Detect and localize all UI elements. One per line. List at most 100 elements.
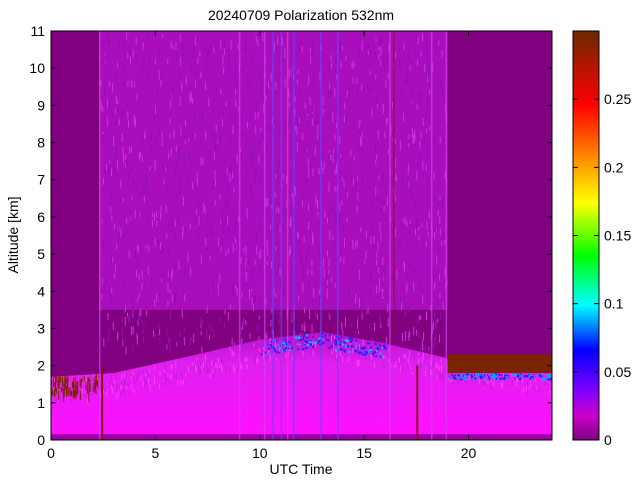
noise-speckle [395, 228, 397, 237]
noise-speckle [437, 298, 439, 306]
noise-speckle [402, 218, 404, 223]
noise-speckle [102, 278, 104, 284]
noise-speckle [116, 99, 118, 105]
noise-speckle [250, 301, 252, 306]
noise-speckle [358, 49, 360, 58]
bl-speckle [221, 370, 223, 374]
noise-speckle [294, 95, 296, 102]
bl-speckle [432, 357, 434, 364]
bl-top-spot [381, 355, 384, 358]
noise-speckle [301, 116, 303, 123]
cloud-base-spot [466, 373, 469, 376]
dust-speckle [52, 378, 54, 388]
bl-speckle [344, 342, 346, 348]
bl-top-spot [279, 347, 282, 350]
bl-speckle [331, 350, 333, 355]
bl-speckle [218, 364, 220, 368]
noise-speckle [438, 39, 440, 46]
bl-speckle [198, 364, 200, 369]
noise-speckle [192, 98, 194, 104]
noise-speckle [315, 195, 317, 205]
noise-speckle [323, 258, 325, 269]
noise-speckle [240, 257, 242, 264]
noise-speckle [311, 234, 313, 244]
bl-top-spot [305, 334, 309, 337]
noise-speckle [138, 312, 140, 321]
noise-speckle [143, 195, 145, 203]
noise-speckle [367, 169, 369, 179]
bl-top-spot [378, 344, 381, 347]
bl-top-spot [384, 347, 387, 350]
noise-speckle [391, 240, 393, 251]
dust-speckle [79, 378, 81, 387]
bl-top-spot [349, 345, 351, 348]
bl-speckle [340, 343, 342, 349]
noise-speckle [385, 57, 387, 68]
noise-speckle [204, 47, 206, 53]
bl-top-spot [278, 351, 280, 354]
noise-speckle [301, 189, 303, 199]
bl-speckle [283, 352, 285, 356]
noise-speckle [439, 334, 441, 343]
noise-speckle [227, 312, 229, 321]
dust-speckle [67, 387, 69, 397]
noise-speckle [434, 225, 436, 234]
noise-speckle [194, 36, 196, 46]
noise-speckle [327, 312, 329, 317]
cloud-base-spot [479, 377, 482, 380]
noise-speckle [439, 195, 441, 201]
noise-speckle [155, 211, 157, 218]
noise-speckle [334, 185, 336, 193]
noise-speckle [304, 144, 306, 154]
noise-speckle [206, 305, 208, 313]
bl-speckle [130, 376, 132, 381]
noise-speckle [131, 195, 133, 201]
noise-speckle [174, 263, 176, 270]
noise-speckle [371, 85, 373, 93]
noise-speckle [387, 303, 389, 313]
bl-speckle [358, 359, 360, 367]
noise-speckle [137, 297, 139, 303]
bl-speckle [92, 393, 94, 398]
bl-speckle [409, 350, 411, 357]
noise-speckle [225, 154, 227, 163]
bl-top-spot [260, 353, 263, 356]
cloud-base-spot [486, 374, 488, 377]
noise-speckle [270, 320, 272, 327]
noise-speckle [334, 87, 336, 97]
noise-speckle [158, 322, 160, 329]
noise-speckle [217, 281, 219, 290]
noise-speckle [307, 244, 309, 253]
noise-speckle [410, 58, 412, 65]
noise-speckle [152, 212, 154, 218]
noise-speckle [288, 118, 290, 128]
bl-speckle [224, 355, 226, 360]
noise-speckle [138, 292, 140, 299]
noise-speckle [149, 166, 151, 171]
noise-speckle [357, 143, 359, 151]
noise-speckle [135, 37, 137, 45]
dust-speckle [54, 382, 56, 387]
noise-speckle [139, 240, 141, 246]
noise-speckle [405, 78, 407, 85]
noise-speckle [390, 127, 392, 137]
noise-speckle [200, 321, 202, 328]
bl-top-spot [376, 346, 380, 349]
noise-speckle [200, 71, 202, 79]
bl-speckle [117, 384, 119, 391]
noise-speckle [373, 235, 375, 244]
noise-speckle [196, 171, 198, 180]
noise-speckle [177, 217, 179, 225]
noise-speckle [340, 61, 342, 68]
noise-speckle [328, 182, 330, 192]
noise-speckle [178, 153, 180, 160]
noise-speckle [309, 48, 311, 54]
noise-speckle [425, 241, 427, 247]
bl-speckle [283, 358, 285, 363]
noise-speckle [405, 331, 407, 341]
noise-speckle [352, 76, 354, 84]
y-tick-label: 10 [29, 60, 45, 76]
noise-speckle [246, 122, 248, 129]
bl-speckle [428, 368, 430, 376]
noise-speckle [298, 118, 300, 124]
